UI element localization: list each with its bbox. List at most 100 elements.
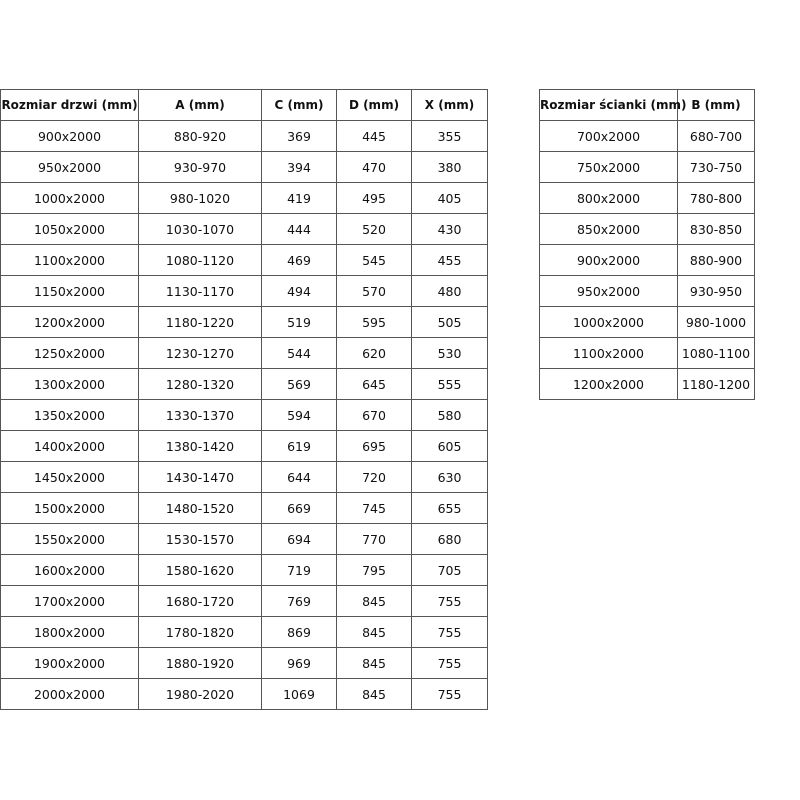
table-cell: 1900x2000	[0, 647, 139, 679]
table-row: 950x2000 930-950	[539, 275, 755, 307]
column-header: Rozmiar drzwi (mm)	[0, 89, 139, 121]
table-cell: 755	[411, 678, 488, 710]
table-cell: 1200x2000	[539, 368, 678, 400]
table-cell: 455	[411, 244, 488, 276]
table-cell: 630	[411, 461, 488, 493]
table-cell: 419	[261, 182, 337, 214]
table-cell: 1200x2000	[0, 306, 139, 338]
table-cell: 355	[411, 120, 488, 152]
table-cell: 1230-1270	[138, 337, 262, 369]
table-cell: 394	[261, 151, 337, 183]
table-row: 1800x2000 1780-1820 869 845 755	[0, 616, 488, 648]
table-cell: 1000x2000	[0, 182, 139, 214]
table-cell: 1100x2000	[539, 337, 678, 369]
table-row: 750x2000 730-750	[539, 151, 755, 183]
table-cell: 880-920	[138, 120, 262, 152]
table-cell: 655	[411, 492, 488, 524]
table-cell: 405	[411, 182, 488, 214]
table-row: 1300x2000 1280-1320 569 645 555	[0, 368, 488, 400]
table-cell: 1350x2000	[0, 399, 139, 431]
table-cell: 505	[411, 306, 488, 338]
table-cell: 1380-1420	[138, 430, 262, 462]
table-cell: 900x2000	[0, 120, 139, 152]
table-cell: 700x2000	[539, 120, 678, 152]
table-cell: 900x2000	[539, 244, 678, 276]
table-cell: 1980-2020	[138, 678, 262, 710]
table-cell: 695	[336, 430, 412, 462]
table-cell: 470	[336, 151, 412, 183]
column-header: C (mm)	[261, 89, 337, 121]
table-cell: 950x2000	[539, 275, 678, 307]
table-cell: 1700x2000	[0, 585, 139, 617]
door-size-table: Rozmiar drzwi (mm) A (mm) C (mm) D (mm) X (m…	[0, 89, 488, 710]
table-cell: 380	[411, 151, 488, 183]
table-cell: 769	[261, 585, 337, 617]
table-cell: 1430-1470	[138, 461, 262, 493]
table-cell: 950x2000	[0, 151, 139, 183]
table-cell: 770	[336, 523, 412, 555]
table-cell: 1450x2000	[0, 461, 139, 493]
table-row: 1600x2000 1580-1620 719 795 705	[0, 554, 488, 586]
table-row: 1100x2000 1080-1120 469 545 455	[0, 244, 488, 276]
table-cell: 845	[336, 616, 412, 648]
table-cell: 1150x2000	[0, 275, 139, 307]
table-cell: 850x2000	[539, 213, 678, 245]
table-row: 2000x2000 1980-2020 1069 845 755	[0, 678, 488, 710]
header-row: Rozmiar drzwi (mm) A (mm) C (mm) D (mm) X (m…	[0, 89, 488, 121]
table-row: 1050x2000 1030-1070 444 520 430	[0, 213, 488, 245]
table-cell: 495	[336, 182, 412, 214]
table-cell: 1250x2000	[0, 337, 139, 369]
table-cell: 705	[411, 554, 488, 586]
table-cell: 369	[261, 120, 337, 152]
table-cell: 430	[411, 213, 488, 245]
table-row: 1500x2000 1480-1520 669 745 655	[0, 492, 488, 524]
table-row: 1400x2000 1380-1420 619 695 605	[0, 430, 488, 462]
table-cell: 800x2000	[539, 182, 678, 214]
table-cell: 830-850	[677, 213, 755, 245]
table-cell: 1400x2000	[0, 430, 139, 462]
table-cell: 755	[411, 647, 488, 679]
table-cell: 445	[336, 120, 412, 152]
table-cell: 494	[261, 275, 337, 307]
table-cell: 469	[261, 244, 337, 276]
table-cell: 755	[411, 585, 488, 617]
table-cell: 530	[411, 337, 488, 369]
table-cell: 1030-1070	[138, 213, 262, 245]
table-cell: 1780-1820	[138, 616, 262, 648]
table-cell: 680	[411, 523, 488, 555]
table-cell: 1069	[261, 678, 337, 710]
table-cell: 670	[336, 399, 412, 431]
table-cell: 845	[336, 647, 412, 679]
table-row: 1700x2000 1680-1720 769 845 755	[0, 585, 488, 617]
table-row: 1350x2000 1330-1370 594 670 580	[0, 399, 488, 431]
table-cell: 1500x2000	[0, 492, 139, 524]
table-cell: 845	[336, 585, 412, 617]
table-cell: 480	[411, 275, 488, 307]
table-cell: 1600x2000	[0, 554, 139, 586]
table-cell: 570	[336, 275, 412, 307]
table-row: 800x2000 780-800	[539, 182, 755, 214]
table-cell: 520	[336, 213, 412, 245]
table-cell: 1550x2000	[0, 523, 139, 555]
table-row: 1550x2000 1530-1570 694 770 680	[0, 523, 488, 555]
table-cell: 845	[336, 678, 412, 710]
column-header: D (mm)	[336, 89, 412, 121]
table-row: 1100x2000 1080-1100	[539, 337, 755, 369]
table-cell: 580	[411, 399, 488, 431]
table-cell: 1330-1370	[138, 399, 262, 431]
table-row: 900x2000 880-920 369 445 355	[0, 120, 488, 152]
table-cell: 645	[336, 368, 412, 400]
table-cell: 1000x2000	[539, 306, 678, 338]
table-row: 1150x2000 1130-1170 494 570 480	[0, 275, 488, 307]
table-cell: 519	[261, 306, 337, 338]
table-cell: 619	[261, 430, 337, 462]
table-cell: 880-900	[677, 244, 755, 276]
column-header: Rozmiar ścianki (mm)	[539, 89, 687, 121]
table-row: 1000x2000 980-1000	[539, 306, 755, 338]
table-cell: 750x2000	[539, 151, 678, 183]
table-cell: 720	[336, 461, 412, 493]
table-cell: 1180-1200	[677, 368, 755, 400]
wall-size-table: Rozmiar ścianki (mm) B (mm) 700x2000 680-7…	[539, 89, 755, 400]
table-cell: 544	[261, 337, 337, 369]
table-row: 700x2000 680-700	[539, 120, 755, 152]
